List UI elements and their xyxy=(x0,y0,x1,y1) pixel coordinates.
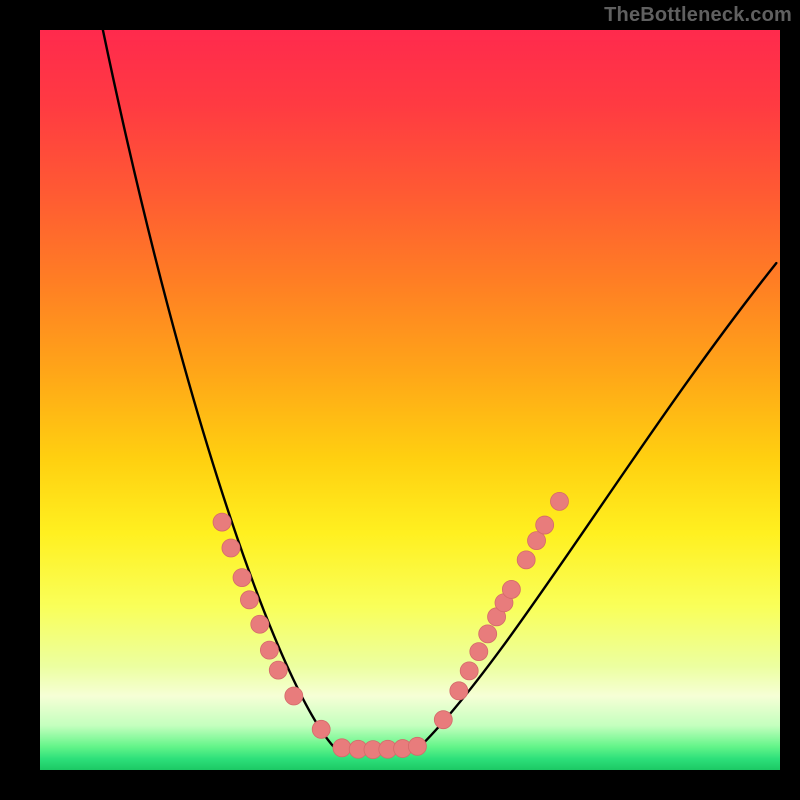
data-marker xyxy=(550,492,568,510)
data-marker xyxy=(450,682,468,700)
data-marker xyxy=(213,513,231,531)
bottleneck-chart xyxy=(0,0,800,800)
data-marker xyxy=(312,720,330,738)
data-marker xyxy=(536,516,554,534)
data-marker xyxy=(251,615,269,633)
data-marker xyxy=(479,625,497,643)
data-marker xyxy=(528,532,546,550)
data-marker xyxy=(233,569,251,587)
data-marker xyxy=(269,661,287,679)
data-marker xyxy=(502,580,520,598)
data-marker xyxy=(260,641,278,659)
data-marker xyxy=(517,551,535,569)
data-marker xyxy=(222,539,240,557)
data-marker xyxy=(333,739,351,757)
data-marker xyxy=(285,687,303,705)
data-marker xyxy=(434,711,452,729)
chart-frame: TheBottleneck.com xyxy=(0,0,800,800)
gradient-background xyxy=(40,30,780,770)
data-marker xyxy=(240,591,258,609)
data-marker xyxy=(470,643,488,661)
data-marker xyxy=(408,737,426,755)
watermark-text: TheBottleneck.com xyxy=(604,4,792,27)
data-marker xyxy=(460,662,478,680)
